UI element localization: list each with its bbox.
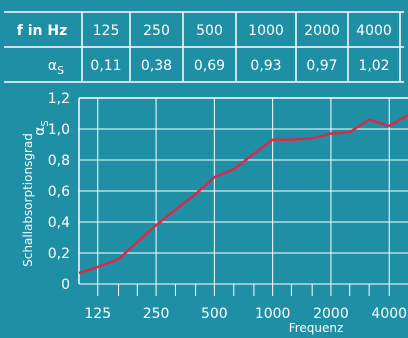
y-axis-symbol: αS	[32, 120, 51, 136]
y-axis-symbol-main: α	[32, 127, 48, 136]
table-frequency-cell: 125	[93, 23, 120, 39]
x-tick-label: 1000	[255, 306, 291, 322]
y-tick-label: 0,8	[48, 153, 70, 169]
table-row-label-subscript: S	[57, 64, 64, 77]
table-frequency-cell: 500	[196, 23, 223, 39]
y-tick-label: 1,2	[48, 91, 70, 107]
y-axis-symbol-subscript: S	[40, 120, 51, 126]
y-tick-label: 0,6	[48, 184, 70, 200]
absorption-series-line	[78, 113, 408, 275]
table-frequency-cell: 4000	[356, 23, 392, 39]
y-tick-label: 1,0	[48, 122, 70, 138]
table-value-cell: 0,38	[141, 58, 172, 74]
table-value-cell: 1,02	[358, 58, 389, 74]
x-axis-label: Frequenz	[289, 321, 344, 335]
y-tick-label: 0	[61, 277, 70, 293]
x-tick-label: 125	[84, 306, 111, 322]
table-value-cell: 0,11	[90, 58, 121, 74]
table-frequency-cell: 2000	[304, 23, 340, 39]
table-row-label-symbol: α	[48, 58, 57, 74]
table-frequency-cell: 250	[143, 23, 170, 39]
table-value-cell: 0,69	[194, 58, 225, 74]
x-tick-label: 250	[143, 306, 170, 322]
x-tick-label: 2000	[313, 306, 349, 322]
y-tick-label: 0,4	[48, 215, 70, 231]
table-value-cell: 0,97	[306, 58, 337, 74]
table-frequency-cell: 1000	[248, 23, 284, 39]
y-tick-label: 0,2	[48, 246, 70, 262]
x-tick-label: 500	[201, 306, 228, 322]
table-row-label: αS	[48, 58, 64, 77]
table-header-label: f in Hz	[17, 23, 67, 39]
y-axis-label: Schallabsorptionsgrad	[21, 133, 35, 267]
x-tick-label: 4000	[371, 306, 407, 322]
table-value-cell: 0,93	[250, 58, 281, 74]
